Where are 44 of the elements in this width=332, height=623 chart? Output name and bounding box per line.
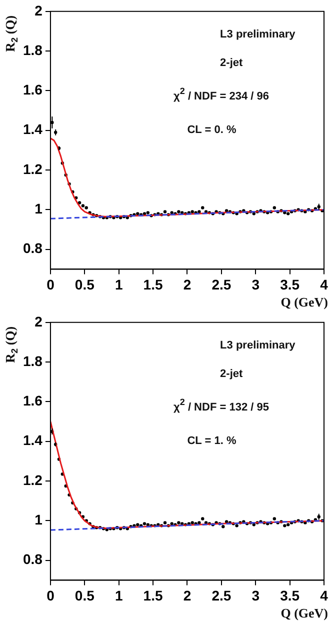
y-tick-label: 1.2 <box>22 472 43 488</box>
annotation: 2-jet <box>220 368 244 380</box>
y-tick-label: 1.4 <box>22 121 43 138</box>
x-tick-label: 1.5 <box>143 587 163 604</box>
x-tick-label: 2.5 <box>212 276 232 292</box>
x-tick-label: 1 <box>114 587 123 604</box>
annotation: CL = 1. % <box>187 435 236 448</box>
y-tick-label: 0.8 <box>22 551 43 568</box>
y-tick-label: 1.4 <box>22 432 43 448</box>
x-tick-label: 3.5 <box>280 276 300 292</box>
x-tick-label: 0.5 <box>74 587 95 604</box>
annotation: L3 preliminary <box>220 28 296 41</box>
y-tick-label: 1.2 <box>22 160 43 177</box>
annotation: L3 preliminary <box>220 340 296 352</box>
y-axis-title: R2 (Q) <box>2 326 20 363</box>
y-tick-label: 1.6 <box>22 82 43 98</box>
x-tick-label: 0 <box>46 276 55 292</box>
line-series <box>50 208 324 220</box>
line-series <box>50 520 324 531</box>
x-tick-label: 3.5 <box>280 587 300 604</box>
x-axis-title: Q (GeV) <box>280 605 328 620</box>
y-tick-label: 1 <box>34 200 43 217</box>
y-axis-title: R2 (Q) <box>2 15 20 52</box>
y-tick-label: 1.8 <box>22 352 43 369</box>
x-tick-label: 4 <box>320 276 328 292</box>
y-tick-label: 1 <box>34 512 43 528</box>
x-tick-label: 1 <box>114 276 123 292</box>
y-tick-label: 2 <box>34 313 43 330</box>
y-tick-label: 1.6 <box>22 392 43 409</box>
x-axis-title: Q (GeV) <box>280 294 328 310</box>
annotation: 2-jet <box>220 56 244 69</box>
x-tick-label: 2.5 <box>212 587 232 604</box>
x-tick-label: 4 <box>320 587 328 604</box>
annotation: CL = 0. % <box>187 124 236 136</box>
x-tick-label: 2 <box>183 276 192 292</box>
x-tick-label: 3 <box>252 276 260 292</box>
y-tick-label: 2 <box>34 2 43 18</box>
y-tick-label: 1.8 <box>22 42 43 58</box>
x-tick-label: 0 <box>46 587 55 604</box>
x-tick-label: 2 <box>183 587 192 604</box>
x-tick-label: 1.5 <box>143 276 163 292</box>
x-tick-label: 3 <box>252 587 260 604</box>
x-tick-label: 0.5 <box>74 276 95 292</box>
y-tick-label: 0.8 <box>22 240 43 256</box>
